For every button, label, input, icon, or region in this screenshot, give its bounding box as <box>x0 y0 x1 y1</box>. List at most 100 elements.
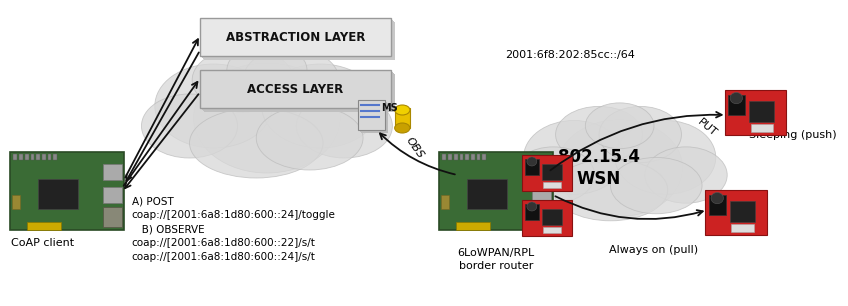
FancyBboxPatch shape <box>709 195 726 215</box>
FancyBboxPatch shape <box>443 154 446 160</box>
FancyBboxPatch shape <box>544 182 561 188</box>
Ellipse shape <box>192 48 293 112</box>
Ellipse shape <box>585 103 654 149</box>
FancyBboxPatch shape <box>204 22 394 60</box>
Ellipse shape <box>527 157 537 166</box>
FancyBboxPatch shape <box>532 164 551 180</box>
FancyBboxPatch shape <box>47 154 52 160</box>
FancyBboxPatch shape <box>26 222 61 230</box>
FancyBboxPatch shape <box>202 20 393 58</box>
Text: OBS: OBS <box>404 136 426 160</box>
Ellipse shape <box>557 120 683 216</box>
Ellipse shape <box>553 159 667 221</box>
FancyBboxPatch shape <box>483 154 486 160</box>
FancyBboxPatch shape <box>203 21 393 59</box>
Text: 2001:6f8:202:85cc::/64: 2001:6f8:202:85cc::/64 <box>505 50 635 60</box>
Ellipse shape <box>644 147 728 203</box>
FancyBboxPatch shape <box>522 155 572 191</box>
FancyBboxPatch shape <box>103 164 122 180</box>
FancyBboxPatch shape <box>200 70 391 108</box>
Text: PUT: PUT <box>696 117 719 139</box>
Ellipse shape <box>615 121 716 194</box>
FancyBboxPatch shape <box>522 200 572 236</box>
FancyBboxPatch shape <box>103 207 122 227</box>
FancyBboxPatch shape <box>730 201 755 222</box>
FancyBboxPatch shape <box>53 154 57 160</box>
Ellipse shape <box>394 123 410 133</box>
FancyBboxPatch shape <box>203 73 393 111</box>
Ellipse shape <box>142 94 237 158</box>
Text: 802.15.4
WSN: 802.15.4 WSN <box>558 148 639 188</box>
FancyBboxPatch shape <box>361 103 388 133</box>
FancyBboxPatch shape <box>38 179 78 209</box>
FancyBboxPatch shape <box>202 72 393 110</box>
FancyBboxPatch shape <box>525 159 538 175</box>
FancyBboxPatch shape <box>728 95 745 115</box>
Ellipse shape <box>227 44 307 96</box>
FancyBboxPatch shape <box>103 187 122 203</box>
FancyBboxPatch shape <box>13 195 20 209</box>
FancyBboxPatch shape <box>360 102 387 132</box>
Text: MS: MS <box>382 103 398 113</box>
Ellipse shape <box>611 158 702 214</box>
FancyBboxPatch shape <box>454 154 458 160</box>
Ellipse shape <box>512 147 594 203</box>
Text: Sleeping (push): Sleeping (push) <box>750 130 837 140</box>
Text: ABSTRACTION LAYER: ABSTRACTION LAYER <box>226 31 365 43</box>
FancyBboxPatch shape <box>525 203 538 220</box>
Text: CoAP client: CoAP client <box>11 238 75 248</box>
Ellipse shape <box>711 192 723 204</box>
Text: coap://[2001:6a8:1d80:600::22]/s/t: coap://[2001:6a8:1d80:600::22]/s/t <box>131 238 315 248</box>
FancyBboxPatch shape <box>438 152 553 230</box>
FancyBboxPatch shape <box>200 18 391 56</box>
Text: Always on (pull): Always on (pull) <box>610 245 699 255</box>
FancyBboxPatch shape <box>732 224 754 232</box>
FancyBboxPatch shape <box>201 71 392 109</box>
Ellipse shape <box>523 121 624 194</box>
Ellipse shape <box>256 106 363 170</box>
FancyBboxPatch shape <box>448 154 452 160</box>
FancyBboxPatch shape <box>544 227 561 233</box>
FancyBboxPatch shape <box>750 124 773 132</box>
Ellipse shape <box>261 64 379 148</box>
Ellipse shape <box>155 64 272 148</box>
Text: ACCESS LAYER: ACCESS LAYER <box>248 83 343 95</box>
Text: 6LoWPAN/RPL
border router: 6LoWPAN/RPL border router <box>457 248 534 271</box>
FancyBboxPatch shape <box>532 187 551 203</box>
FancyBboxPatch shape <box>455 222 490 230</box>
FancyBboxPatch shape <box>542 209 562 225</box>
Text: B) OBSERVE: B) OBSERVE <box>131 224 204 234</box>
Ellipse shape <box>243 48 339 112</box>
FancyBboxPatch shape <box>706 190 767 235</box>
Text: coap://[2001:6a8:1d80:600::24]/s/t: coap://[2001:6a8:1d80:600::24]/s/t <box>131 252 315 262</box>
FancyBboxPatch shape <box>19 154 23 160</box>
Ellipse shape <box>599 106 682 163</box>
Ellipse shape <box>296 94 393 158</box>
Text: coap://[2001:6a8:1d80:600::24]/toggle: coap://[2001:6a8:1d80:600::24]/toggle <box>131 210 336 220</box>
FancyBboxPatch shape <box>460 154 463 160</box>
FancyBboxPatch shape <box>724 90 786 135</box>
FancyBboxPatch shape <box>477 154 481 160</box>
Ellipse shape <box>555 106 643 163</box>
Ellipse shape <box>730 92 743 104</box>
FancyBboxPatch shape <box>542 164 562 180</box>
Ellipse shape <box>527 202 537 211</box>
Ellipse shape <box>193 63 340 173</box>
Text: A) POST: A) POST <box>131 196 173 206</box>
FancyBboxPatch shape <box>466 154 469 160</box>
FancyBboxPatch shape <box>532 207 551 227</box>
FancyBboxPatch shape <box>360 101 386 131</box>
FancyBboxPatch shape <box>467 179 507 209</box>
FancyBboxPatch shape <box>42 154 46 160</box>
FancyBboxPatch shape <box>359 100 385 130</box>
Ellipse shape <box>189 108 323 178</box>
FancyBboxPatch shape <box>442 195 449 209</box>
FancyBboxPatch shape <box>14 154 17 160</box>
FancyBboxPatch shape <box>394 108 410 128</box>
FancyBboxPatch shape <box>31 154 34 160</box>
FancyBboxPatch shape <box>25 154 29 160</box>
FancyBboxPatch shape <box>471 154 475 160</box>
Ellipse shape <box>394 105 410 115</box>
FancyBboxPatch shape <box>201 19 392 57</box>
FancyBboxPatch shape <box>9 152 124 230</box>
